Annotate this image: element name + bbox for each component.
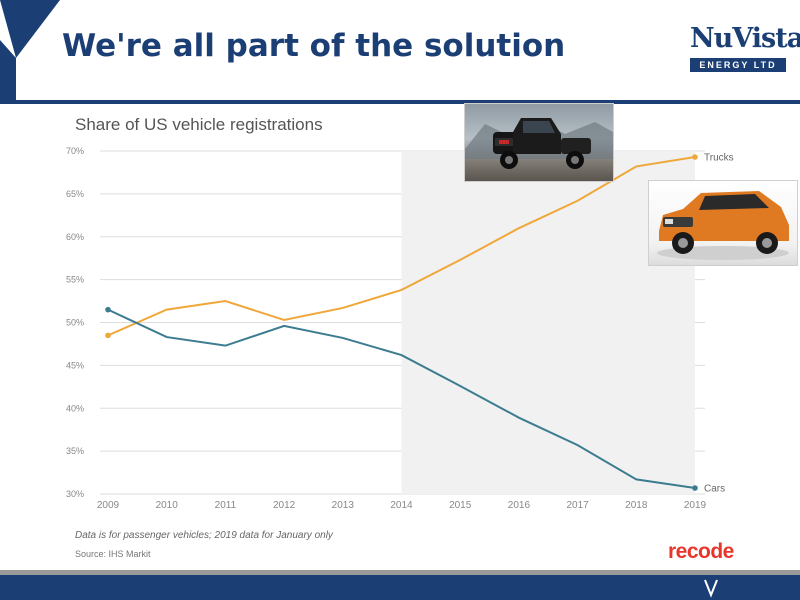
data-point-trucks xyxy=(105,332,111,339)
x-tick-label: 2015 xyxy=(449,500,472,511)
x-tick-label: 2016 xyxy=(508,500,531,511)
chart-title: Share of US vehicle registrations xyxy=(75,115,323,134)
series-lines: Trucks Cars xyxy=(105,153,734,494)
footer-logo-mark-icon xyxy=(704,579,718,598)
company-logo: NuVista ENERGY LTD xyxy=(690,23,800,76)
x-tick-label: 2017 xyxy=(566,500,589,511)
y-tick-labels: 30% 35% 40% 45% 50% 55% 60% 65% 70% xyxy=(66,146,84,499)
y-tick-label: 40% xyxy=(66,403,84,413)
data-point-cars xyxy=(105,306,111,313)
y-tick-label: 30% xyxy=(66,489,84,499)
slide-footer xyxy=(0,575,800,600)
x-tick-labels: 2009 2010 2011 2012 2013 2014 2015 2016 2017 2018… xyxy=(97,500,707,511)
header-corner-decoration xyxy=(0,0,60,100)
orange-suv-icon xyxy=(657,191,789,260)
footer-stripe xyxy=(0,570,800,575)
x-tick-label: 2018 xyxy=(625,500,648,511)
x-tick-label: 2010 xyxy=(156,500,179,511)
suv-photo xyxy=(648,180,798,266)
y-tick-label: 50% xyxy=(66,318,84,328)
projection-shade-band xyxy=(401,151,695,494)
logo-wordmark: NuVista xyxy=(690,23,800,54)
header-divider xyxy=(0,100,800,104)
truck-photo xyxy=(464,103,614,182)
x-tick-label: 2011 xyxy=(215,500,237,511)
series-label-trucks: Trucks xyxy=(704,153,734,164)
pickup-truck-icon xyxy=(465,118,613,169)
line-chart: Share of US vehicle registrations 30% 35%… xyxy=(66,115,734,511)
series-line-cars xyxy=(107,308,696,489)
y-tick-label: 55% xyxy=(66,275,84,285)
logo-subtitle: ENERGY LTD xyxy=(690,58,786,72)
chart-source: Source: IHS Markit xyxy=(75,549,151,559)
x-tick-label: 2019 xyxy=(684,500,707,511)
x-tick-label: 2013 xyxy=(332,500,355,511)
y-tick-label: 45% xyxy=(66,360,84,370)
y-tick-label: 60% xyxy=(66,232,84,242)
series-label-cars: Cars xyxy=(704,483,725,494)
series-line-trucks xyxy=(107,156,696,337)
x-tick-label: 2014 xyxy=(390,500,413,511)
chart-container: Share of US vehicle registrations 30% 35%… xyxy=(30,104,800,574)
x-tick-label: 2012 xyxy=(273,500,296,511)
chart-footnote: Data is for passenger vehicles; 2019 dat… xyxy=(75,530,333,541)
x-tick-label: 2009 xyxy=(97,500,120,511)
slide-title: We're all part of the solution xyxy=(62,28,566,64)
recode-logo: recode xyxy=(668,540,734,563)
data-point-trucks xyxy=(692,154,698,160)
y-tick-label: 65% xyxy=(66,189,84,199)
projection-shade xyxy=(401,151,695,494)
slide-header: We're all part of the solution NuVista E… xyxy=(0,0,800,100)
y-tick-label: 35% xyxy=(66,446,84,456)
y-tick-label: 70% xyxy=(66,146,84,156)
data-point-cars xyxy=(692,485,698,491)
